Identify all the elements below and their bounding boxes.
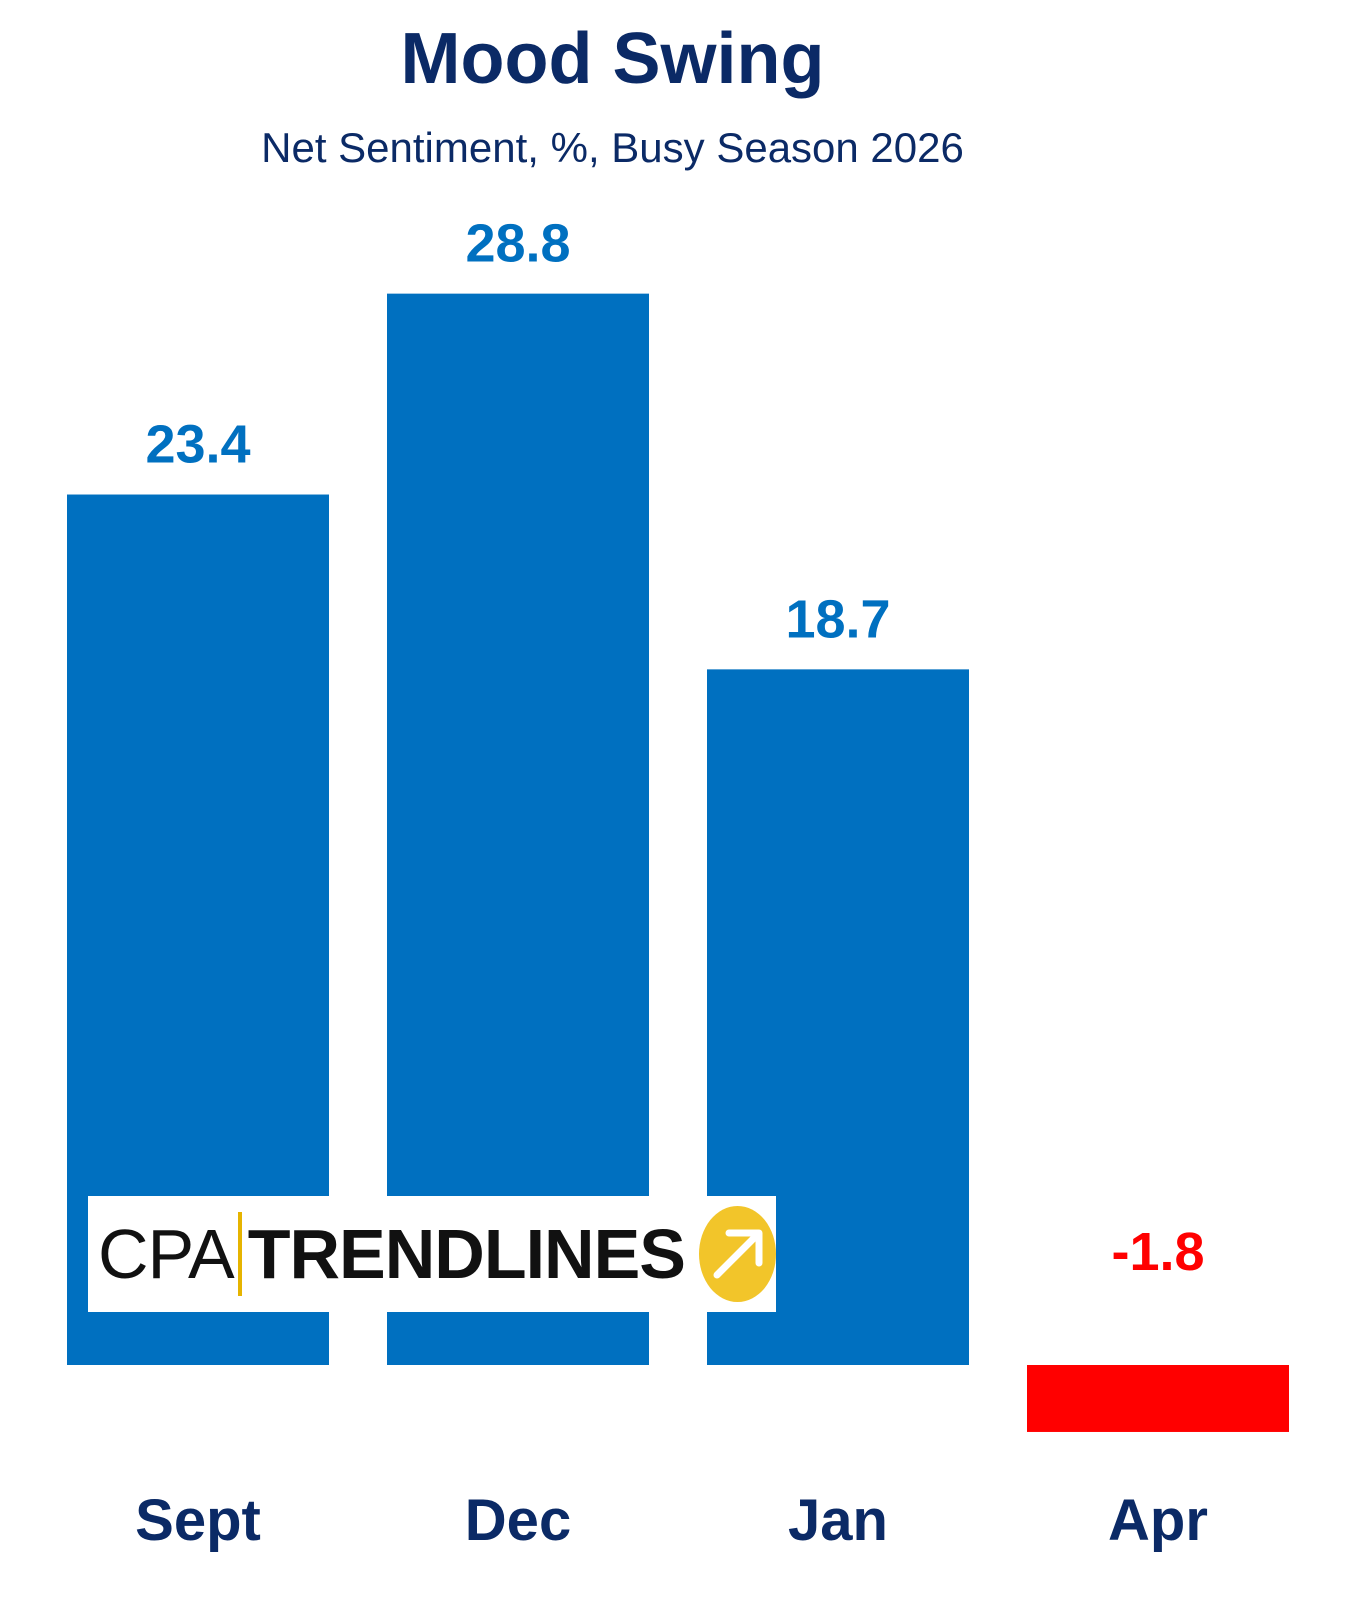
- category-label-jan: Jan: [788, 1488, 888, 1553]
- data-label-apr: -1.8: [1111, 1222, 1204, 1282]
- data-label-jan: 18.7: [785, 589, 890, 649]
- data-label-dec: 28.8: [465, 214, 570, 274]
- bar-dec: [387, 293, 649, 1365]
- chart-subtitle: Net Sentiment, %, Busy Season 2026: [261, 124, 964, 171]
- arrow-up-right-icon: [699, 1206, 776, 1302]
- logo-cpa-text: CPA: [98, 1215, 235, 1293]
- data-label-sept: 23.4: [145, 415, 250, 475]
- logo-divider: [237, 1212, 242, 1296]
- bar-apr: [1027, 1365, 1289, 1432]
- logo-trendlines-text: TRENDLINES: [247, 1215, 686, 1293]
- category-label-dec: Dec: [465, 1488, 571, 1553]
- category-label-sept: Sept: [135, 1488, 261, 1553]
- cpa-trendlines-logo: CPA TRENDLINES: [88, 1196, 776, 1312]
- chart-title: Mood Swing: [400, 19, 825, 99]
- category-label-apr: Apr: [1108, 1488, 1208, 1553]
- logo-wordmark: CPA TRENDLINES: [98, 1212, 686, 1296]
